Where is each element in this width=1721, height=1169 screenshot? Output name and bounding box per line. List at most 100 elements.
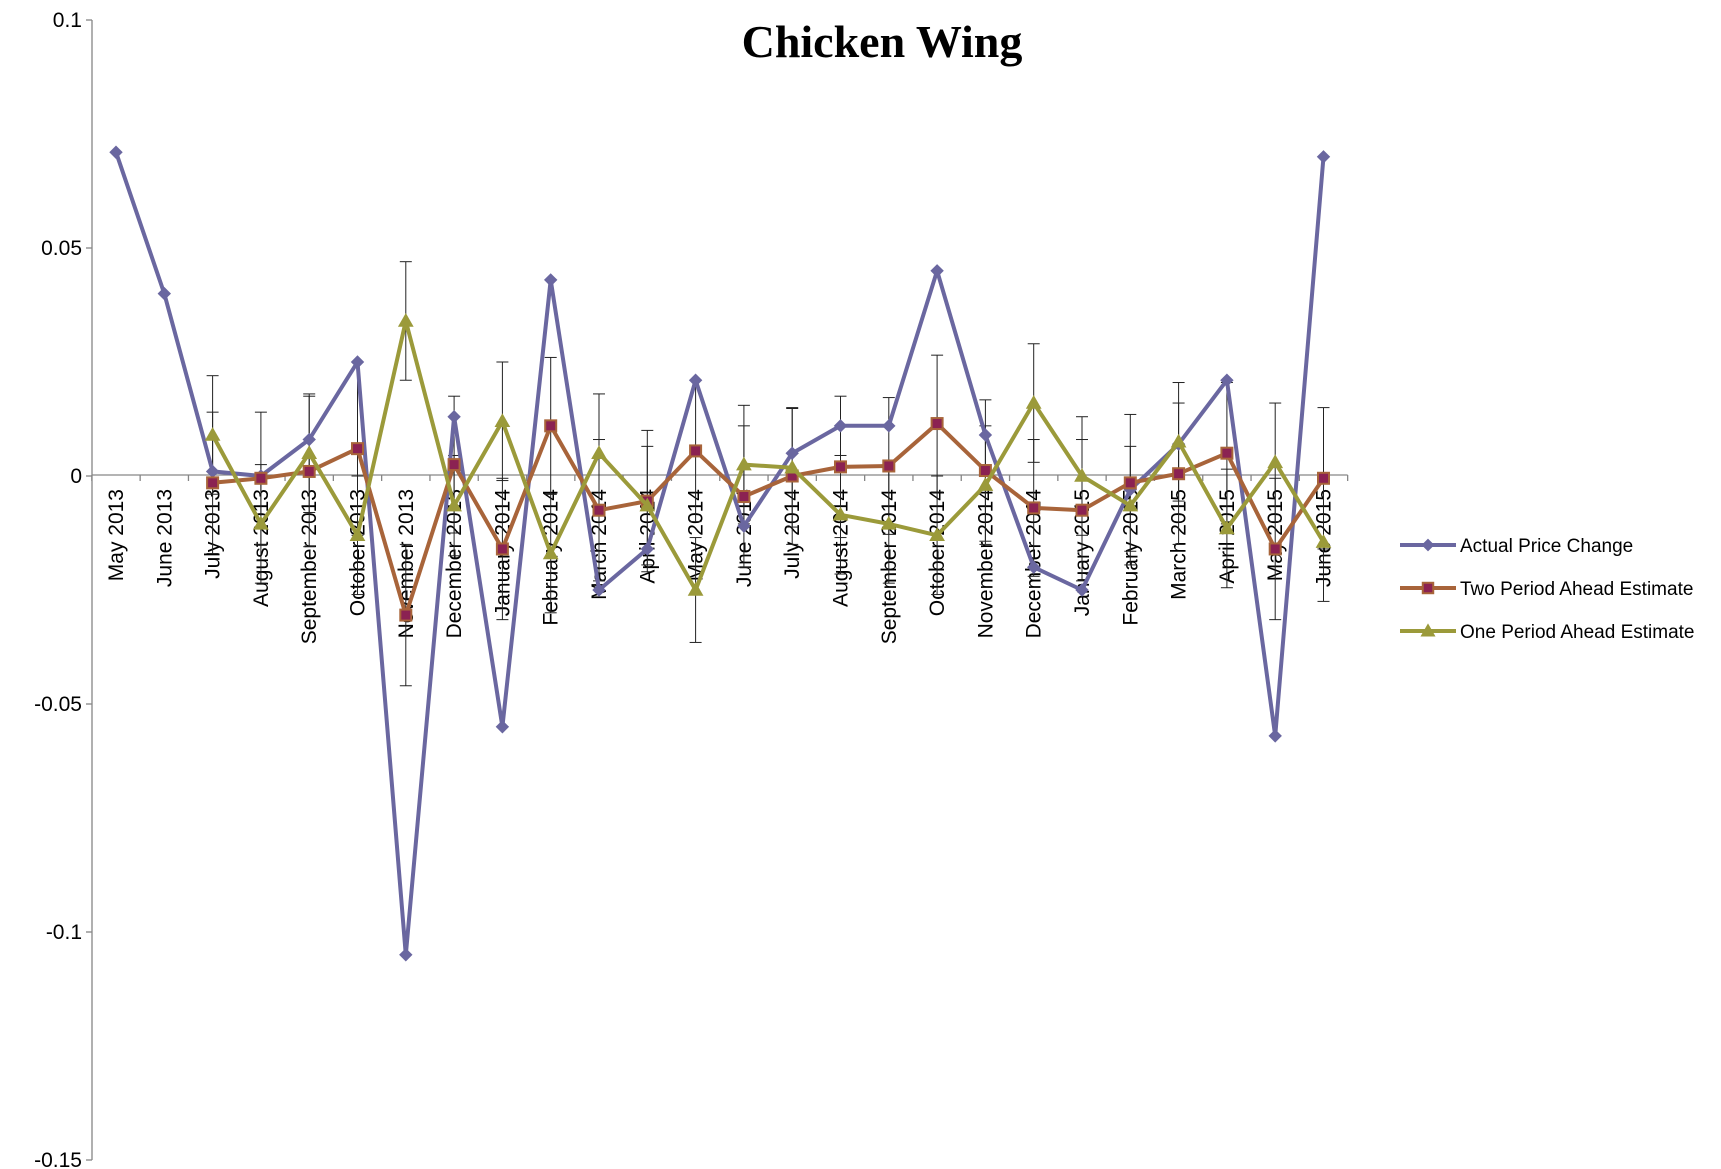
legend-item: Two Period Ahead Estimate xyxy=(1400,579,1693,600)
series-lines xyxy=(109,145,1332,962)
data-point xyxy=(1317,471,1330,485)
data-point xyxy=(1025,395,1042,409)
data-point xyxy=(833,419,848,433)
x-tick-label: December 2013 xyxy=(443,489,466,638)
data-point xyxy=(1122,497,1139,512)
legend: Actual Price Change Two Period Ahead Esti… xyxy=(1400,536,1694,643)
data-point xyxy=(592,503,606,517)
chart-title: Chicken Wing xyxy=(742,16,1023,67)
series-line xyxy=(210,319,1326,592)
series-line xyxy=(114,151,1326,957)
error-bars xyxy=(206,261,1330,687)
series-line xyxy=(212,421,1326,618)
data-point xyxy=(302,464,316,478)
x-tick-label: June 2013 xyxy=(153,489,176,587)
data-point xyxy=(447,458,461,472)
x-tick-label: May 2014 xyxy=(685,489,708,582)
data-point xyxy=(592,583,606,597)
data-point xyxy=(930,417,944,431)
legend-marker xyxy=(1421,581,1435,595)
y-axis: 0.1 0.05 0 -0.05 -0.1 -0.15 xyxy=(34,9,93,1169)
data-point xyxy=(834,460,847,474)
data-point xyxy=(542,545,559,560)
data-point xyxy=(254,471,268,485)
data-point xyxy=(1220,446,1234,460)
y-tick-label: -0.15 xyxy=(34,1149,82,1169)
legend-marker xyxy=(1421,538,1435,552)
data-point xyxy=(301,445,318,459)
data-point xyxy=(737,519,751,533)
data-point xyxy=(1316,150,1331,164)
data-point xyxy=(1268,729,1282,743)
legend-item: One Period Ahead Estimate xyxy=(1400,622,1694,643)
data-point xyxy=(882,419,896,433)
data-point xyxy=(1123,476,1137,490)
series-0 xyxy=(109,145,1331,962)
data-point xyxy=(494,413,511,428)
y-tick-label: 0.05 xyxy=(41,237,82,260)
legend-label: Actual Price Change xyxy=(1460,536,1633,557)
y-tick-label: -0.1 xyxy=(46,921,82,944)
data-point xyxy=(687,581,704,596)
data-point xyxy=(351,442,364,456)
data-point xyxy=(399,608,413,622)
data-point xyxy=(688,373,703,387)
legend-label: Two Period Ahead Estimate xyxy=(1460,579,1693,600)
y-tick-label: -0.05 xyxy=(34,693,82,716)
data-point xyxy=(977,477,994,491)
data-point xyxy=(1075,583,1089,597)
data-point xyxy=(1267,454,1284,469)
data-point xyxy=(639,497,656,512)
legend-label: One Period Ahead Estimate xyxy=(1460,622,1694,643)
data-point xyxy=(350,355,365,369)
data-point xyxy=(978,464,992,478)
data-point xyxy=(1170,433,1187,448)
data-point xyxy=(399,948,413,962)
data-point xyxy=(543,273,558,287)
data-point xyxy=(591,445,607,459)
data-point xyxy=(1026,560,1041,574)
data-point xyxy=(1220,373,1234,387)
data-point xyxy=(929,527,945,542)
data-point xyxy=(349,527,366,542)
data-point xyxy=(495,720,510,734)
y-tick-label: 0.1 xyxy=(53,9,82,32)
x-tick-label: November 2014 xyxy=(974,489,997,639)
data-point xyxy=(930,264,944,278)
data-point xyxy=(736,456,752,471)
data-point xyxy=(1172,467,1186,481)
series-2 xyxy=(204,312,1332,596)
legend-item: Actual Price Change xyxy=(1400,536,1633,557)
data-point xyxy=(206,476,220,490)
data-point xyxy=(397,312,414,327)
x-tick-label: September 2013 xyxy=(298,489,321,644)
data-point xyxy=(157,286,172,301)
data-point xyxy=(204,426,221,441)
x-axis: May 2013 June 2013 July 2013 August 2013 Sep… xyxy=(91,474,1349,644)
data-point xyxy=(1027,501,1041,515)
data-point xyxy=(1268,542,1282,556)
data-point xyxy=(880,515,897,530)
data-point xyxy=(1219,520,1235,535)
data-point xyxy=(109,145,123,159)
data-point xyxy=(784,459,801,474)
data-point xyxy=(253,515,269,530)
data-point xyxy=(737,490,751,504)
data-point xyxy=(447,410,461,424)
data-point xyxy=(978,428,993,442)
data-point xyxy=(1315,534,1332,548)
y-tick-label: 0 xyxy=(70,465,82,488)
data-point xyxy=(785,446,799,460)
data-point xyxy=(544,419,558,433)
data-point xyxy=(689,444,703,458)
data-point xyxy=(1074,467,1090,482)
data-point xyxy=(832,506,849,521)
data-point xyxy=(495,542,509,556)
data-point xyxy=(446,497,462,512)
data-point xyxy=(1075,503,1089,517)
data-point xyxy=(882,459,896,473)
legend-marker xyxy=(1420,623,1436,637)
data-point xyxy=(640,542,655,556)
x-tick-label: May 2013 xyxy=(105,489,128,581)
